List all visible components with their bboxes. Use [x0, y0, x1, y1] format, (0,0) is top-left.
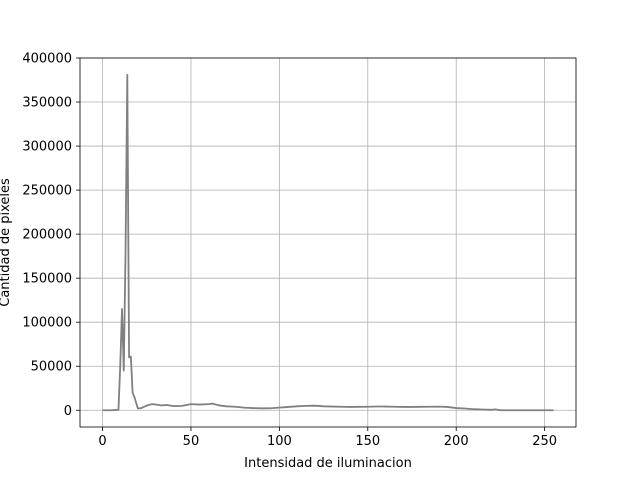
grid-lines: [80, 57, 576, 427]
x-tick-label: 100: [267, 434, 292, 449]
y-tick-label: 50000: [31, 360, 72, 375]
x-tick-label: 250: [532, 434, 557, 449]
y-tick-label: 0: [64, 404, 72, 419]
y-tick-label: 400000: [22, 52, 72, 67]
x-tick-label: 50: [183, 434, 200, 449]
y-axis-label: Cantidad de pixeles: [0, 178, 13, 307]
x-tick-label: 0: [98, 434, 106, 449]
x-tick-label: 200: [444, 434, 469, 449]
y-tick-label: 250000: [22, 184, 72, 199]
x-tick-label: 150: [355, 434, 380, 449]
y-tick-label: 150000: [22, 272, 72, 287]
y-tick-label: 100000: [22, 316, 72, 331]
series-layer: [102, 73, 554, 412]
series-line: [102, 73, 554, 412]
y-tick-label: 200000: [22, 228, 72, 243]
y-tick-label: 300000: [22, 140, 72, 155]
axes-frame: [79, 57, 577, 428]
x-axis-label: Intensidad de iluminacion: [244, 456, 412, 471]
y-tick-label: 350000: [22, 96, 72, 111]
axis-ticks: 0 50 100 150 200 250 0 50000 100000 150000 200000 2…: [22, 52, 557, 450]
